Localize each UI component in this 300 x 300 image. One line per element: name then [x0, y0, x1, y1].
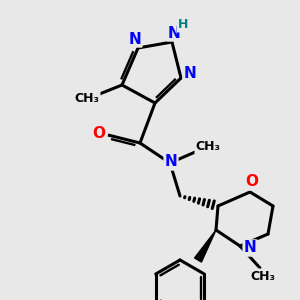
Polygon shape — [195, 230, 216, 262]
Text: CH₃: CH₃ — [250, 269, 275, 283]
Text: N: N — [129, 32, 141, 46]
Text: O: O — [92, 127, 106, 142]
Text: O: O — [245, 175, 259, 190]
Text: CH₃: CH₃ — [74, 92, 100, 104]
Text: H: H — [178, 19, 188, 32]
Text: N: N — [244, 241, 256, 256]
Text: N: N — [168, 26, 180, 40]
Text: N: N — [165, 154, 177, 169]
Text: CH₃: CH₃ — [196, 140, 220, 154]
Text: N: N — [184, 67, 196, 82]
